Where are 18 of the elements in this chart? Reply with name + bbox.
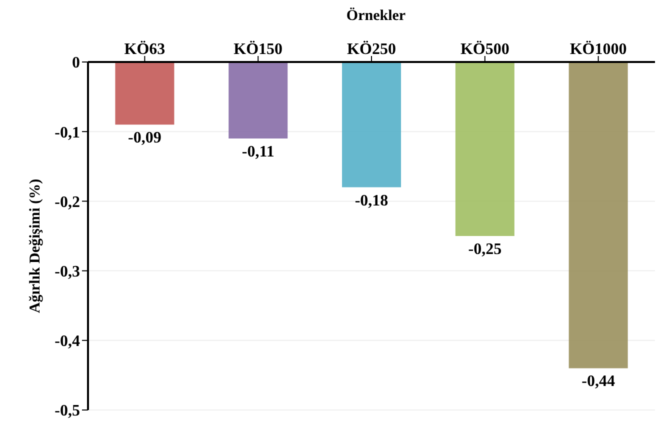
x-tick-label: KÖ250	[347, 40, 396, 58]
x-tick-label: KÖ63	[124, 40, 166, 58]
x-tick-label: KÖ150	[234, 40, 283, 58]
data-label: -0,18	[354, 192, 388, 210]
x-tick-label: KÖ1000	[570, 40, 627, 58]
y-tick-label: -0,2	[54, 194, 80, 211]
data-label: -0,11	[242, 144, 274, 161]
y-tick-label: -0,1	[54, 124, 80, 142]
x-axis-title: Örnekler	[345, 8, 407, 25]
data-label: -0,09	[128, 130, 162, 147]
y-tick-label: -0,3	[54, 263, 80, 280]
y-tick-label: 0	[72, 54, 80, 72]
y-tick-label: -0,5	[54, 402, 80, 420]
x-tick-label: KÖ500	[460, 40, 510, 58]
y-axis-title: Ağırlık Değişimi (%)	[28, 178, 44, 314]
y-tick-label: -0,4	[54, 333, 80, 350]
data-label: -0,44	[582, 373, 615, 390]
data-label: -0,25	[468, 241, 502, 258]
